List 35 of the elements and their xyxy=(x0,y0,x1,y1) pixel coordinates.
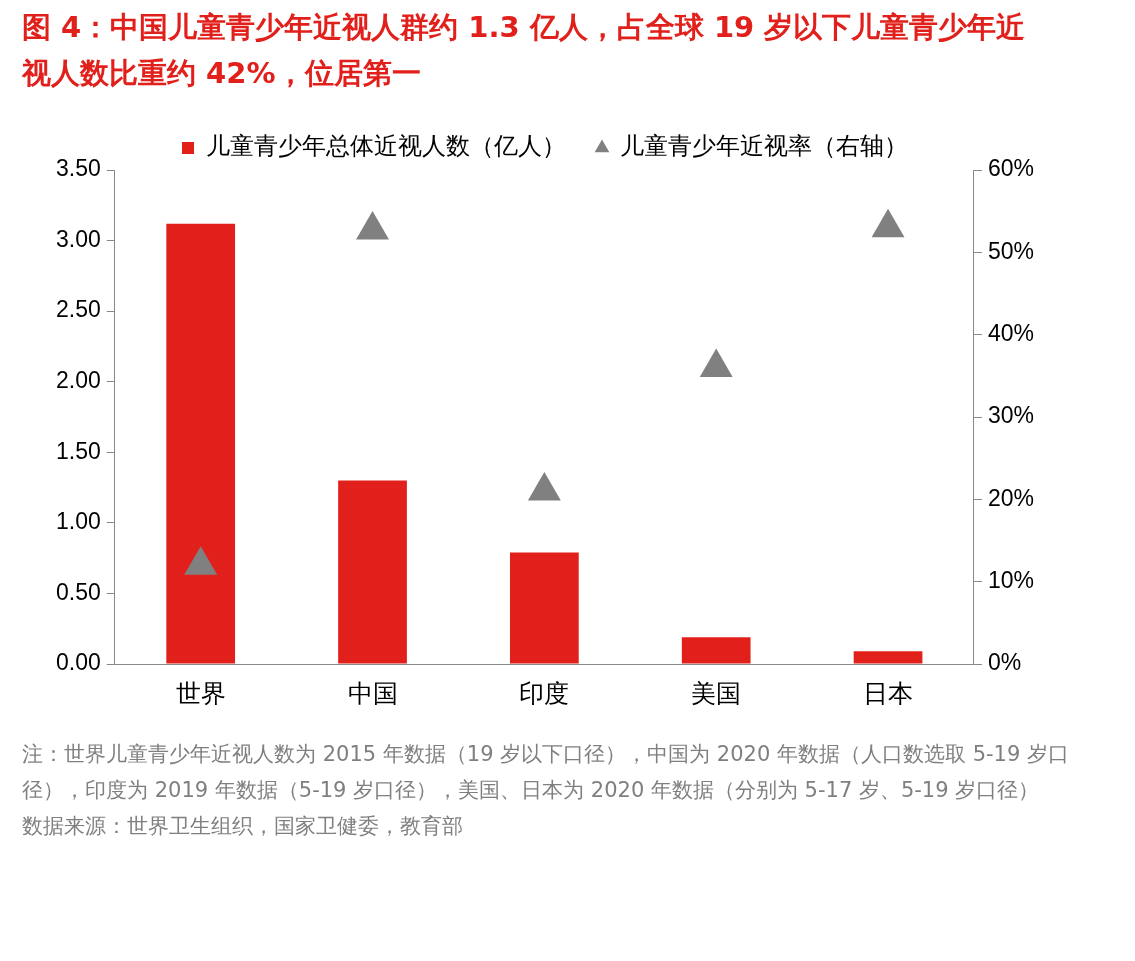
bar xyxy=(338,480,407,664)
y-tick-label: 3.00 xyxy=(56,225,101,252)
point xyxy=(699,348,733,378)
y-tick-label: 1.50 xyxy=(56,437,101,464)
y-tick-label: 1.00 xyxy=(56,508,101,535)
y2-tick-label: 0% xyxy=(987,649,1022,676)
point xyxy=(356,211,389,240)
point xyxy=(871,208,905,238)
x-tick-label: 中国 xyxy=(347,678,398,708)
x-tick-label: 世界 xyxy=(175,678,226,708)
point xyxy=(184,546,218,575)
y2-tick-label: 30% xyxy=(987,402,1035,429)
source-note: 数据来源：世界卫生组织，国家卫健委，教育部 xyxy=(22,813,464,840)
bar xyxy=(510,552,579,664)
y-tick-label: 3.50 xyxy=(56,155,101,182)
text: 注：世界儿童青少年近视人数为 2015 年数据（19 岁以下口径），中国为 2020 年数据（人口数选取 5-19 岁口径），印度为 2019 年数据（5-19 岁口径），美国、日本为 2020 年数据（分别为 5-17 岁、5-19 岁口径） xyxy=(22,741,1070,804)
bar xyxy=(853,651,923,664)
y-tick-label: 0.00 xyxy=(56,649,101,676)
legend-label: 儿童青少年总体近视人数（亿人） xyxy=(206,132,566,161)
bar xyxy=(681,637,751,664)
x-tick-label: 印度 xyxy=(519,678,570,708)
legend-label: 儿童青少年近视率（右轴） xyxy=(620,132,908,161)
y-tick-label: 2.50 xyxy=(56,296,101,323)
y-tick-label: 0.50 xyxy=(56,578,101,605)
y-tick-label: 2.00 xyxy=(56,367,101,394)
y2-tick-label: 50% xyxy=(987,237,1035,264)
y2-tick-label: 60% xyxy=(987,155,1035,182)
chart-title: 图 4：中国儿童青少年近视人群约 1.3 亿人，占全球 19 岁以下儿童青少年近视人数比重约 42%，位居第一 xyxy=(20,9,1027,92)
y2-tick-label: 20% xyxy=(987,484,1035,511)
y2-tick-label: 40% xyxy=(987,320,1035,347)
x-tick-label: 日本 xyxy=(863,678,914,708)
point xyxy=(527,472,561,501)
y2-tick-label: 10% xyxy=(987,567,1035,594)
x-tick-label: 美国 xyxy=(691,678,742,708)
bar xyxy=(166,223,236,664)
